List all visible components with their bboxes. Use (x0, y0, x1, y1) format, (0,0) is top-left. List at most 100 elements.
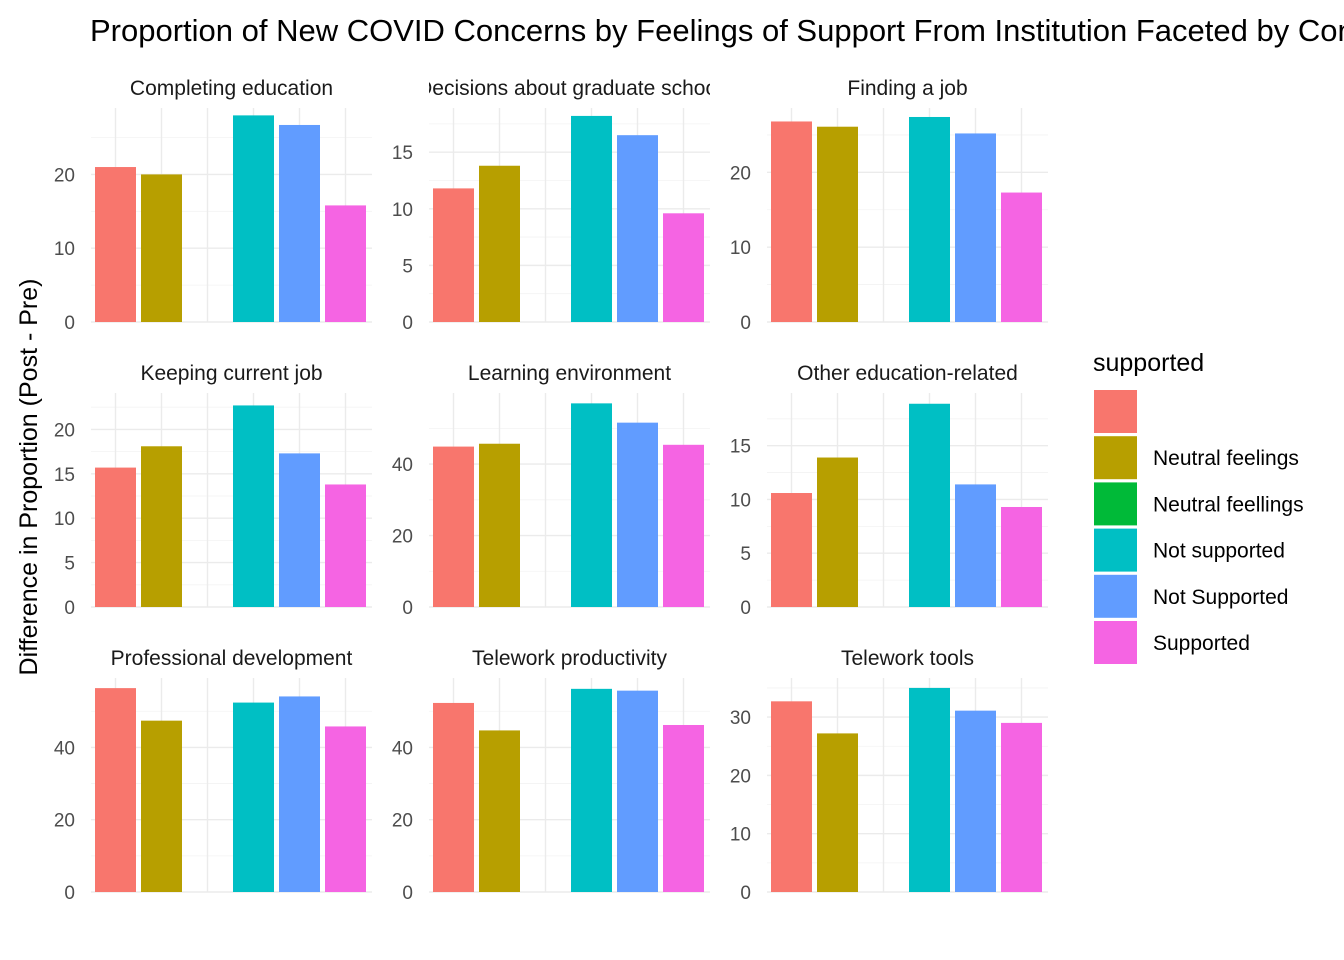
y-tick-label: 5 (402, 256, 413, 277)
facet-panel: 0 10 20 Finding a job (730, 77, 1048, 334)
bar (617, 690, 658, 892)
y-tick-label: 0 (64, 313, 75, 334)
legend-label: Neutral feellings (1153, 493, 1304, 516)
facet-strip-label: Other education-related (797, 362, 1018, 385)
y-tick-label: 0 (740, 598, 751, 619)
facet-strip-label: Finding a job (847, 77, 967, 100)
y-tick-label: 15 (392, 143, 413, 164)
legend-key (1094, 621, 1137, 664)
bar (771, 701, 812, 892)
bar (479, 165, 520, 322)
bar (955, 484, 996, 607)
bar (571, 403, 612, 607)
bar (1001, 192, 1042, 322)
facet-panel: 0 10 20 30 Telework tools (730, 647, 1048, 904)
facet-strip-label: Decisions about graduate school (417, 77, 722, 100)
y-tick-label: 30 (730, 708, 751, 729)
bar (141, 174, 182, 322)
bar (95, 167, 136, 322)
y-tick-label: 0 (740, 313, 751, 334)
bar (279, 696, 320, 892)
bar (95, 688, 136, 892)
legend-label: Supported (1153, 632, 1250, 655)
y-tick-label: 5 (740, 544, 751, 565)
y-tick-label: 20 (54, 811, 75, 832)
legend-key (1094, 482, 1137, 526)
y-tick-label: 20 (730, 766, 751, 787)
bar (1001, 722, 1042, 892)
y-tick-label: 20 (54, 420, 75, 441)
bar (433, 188, 474, 322)
bar (909, 687, 950, 892)
facet-panel: 0 10 20 Completing education (54, 77, 372, 334)
legend-key (1094, 436, 1137, 480)
bar (233, 702, 274, 892)
bar (817, 126, 858, 322)
bar (663, 724, 704, 892)
y-tick-label: 40 (54, 738, 75, 759)
legend-item (1094, 390, 1137, 433)
facet-panel: 0 20 40 Professional development (54, 647, 372, 904)
facet-panel: 0 5 10 15 Decisions about graduate school (392, 77, 722, 334)
y-tick-label: 15 (730, 437, 751, 458)
bar (141, 720, 182, 892)
bar (95, 467, 136, 607)
bar (233, 115, 274, 323)
facet-strip-label: Keeping current job (140, 362, 322, 385)
y-axis-title: Difference in Proportion (Post - Pre) (15, 279, 43, 676)
y-tick-label: 10 (54, 239, 75, 260)
bar (233, 405, 274, 607)
y-tick-label: 5 (64, 554, 75, 575)
facet-strip-label: Telework tools (841, 647, 974, 670)
legend-label: Not supported (1153, 540, 1285, 563)
facet-strip-label: Completing education (130, 77, 333, 100)
bar (279, 124, 320, 322)
legend-title: supported (1093, 349, 1204, 377)
chart-title: Proportion of New COVID Concerns by Feel… (90, 13, 1344, 48)
facet-panel: 0 20 40 Learning environment (392, 362, 710, 619)
y-tick-label: 20 (392, 527, 413, 548)
y-tick-label: 0 (402, 598, 413, 619)
bar (617, 135, 658, 322)
y-tick-label: 10 (392, 200, 413, 221)
bar (663, 444, 704, 607)
bar (571, 115, 612, 322)
bar (909, 116, 950, 322)
y-tick-label: 0 (64, 883, 75, 904)
y-tick-label: 20 (392, 811, 413, 832)
y-tick-label: 20 (54, 165, 75, 186)
bar (663, 213, 704, 322)
bar (955, 133, 996, 322)
bar (279, 453, 320, 607)
legend-item: Not Supported (1094, 574, 1288, 618)
facet-panel: 0 20 40 Telework productivity (392, 647, 710, 904)
legend-key (1094, 528, 1137, 572)
bar (817, 457, 858, 607)
legend-item: Neutral feelings (1094, 436, 1299, 480)
facet-panels: 0 10 20 Completing education 0 5 10 15 Decisions… (54, 77, 1048, 904)
y-tick-label: 0 (740, 883, 751, 904)
bar (771, 121, 812, 322)
legend-key (1094, 390, 1137, 433)
bar (909, 403, 950, 607)
y-tick-label: 10 (54, 509, 75, 530)
bar (817, 733, 858, 892)
legend-label: Neutral feelings (1153, 447, 1299, 470)
legend-item: Neutral feellings (1094, 482, 1304, 526)
y-tick-label: 20 (730, 163, 751, 184)
bar (571, 688, 612, 892)
y-tick-label: 40 (392, 455, 413, 476)
facet-panel: 0 5 10 15 20 Keeping current job (54, 362, 372, 619)
facet-strip-label: Professional development (111, 647, 353, 670)
bar (433, 702, 474, 892)
y-tick-label: 0 (402, 313, 413, 334)
y-tick-label: 10 (730, 490, 751, 511)
bar (479, 443, 520, 607)
y-tick-label: 0 (64, 598, 75, 619)
y-tick-label: 0 (402, 883, 413, 904)
bar (617, 422, 658, 607)
legend-item: Not supported (1094, 528, 1285, 572)
y-tick-label: 10 (730, 825, 751, 846)
bar (141, 446, 182, 607)
y-tick-label: 40 (392, 738, 413, 759)
